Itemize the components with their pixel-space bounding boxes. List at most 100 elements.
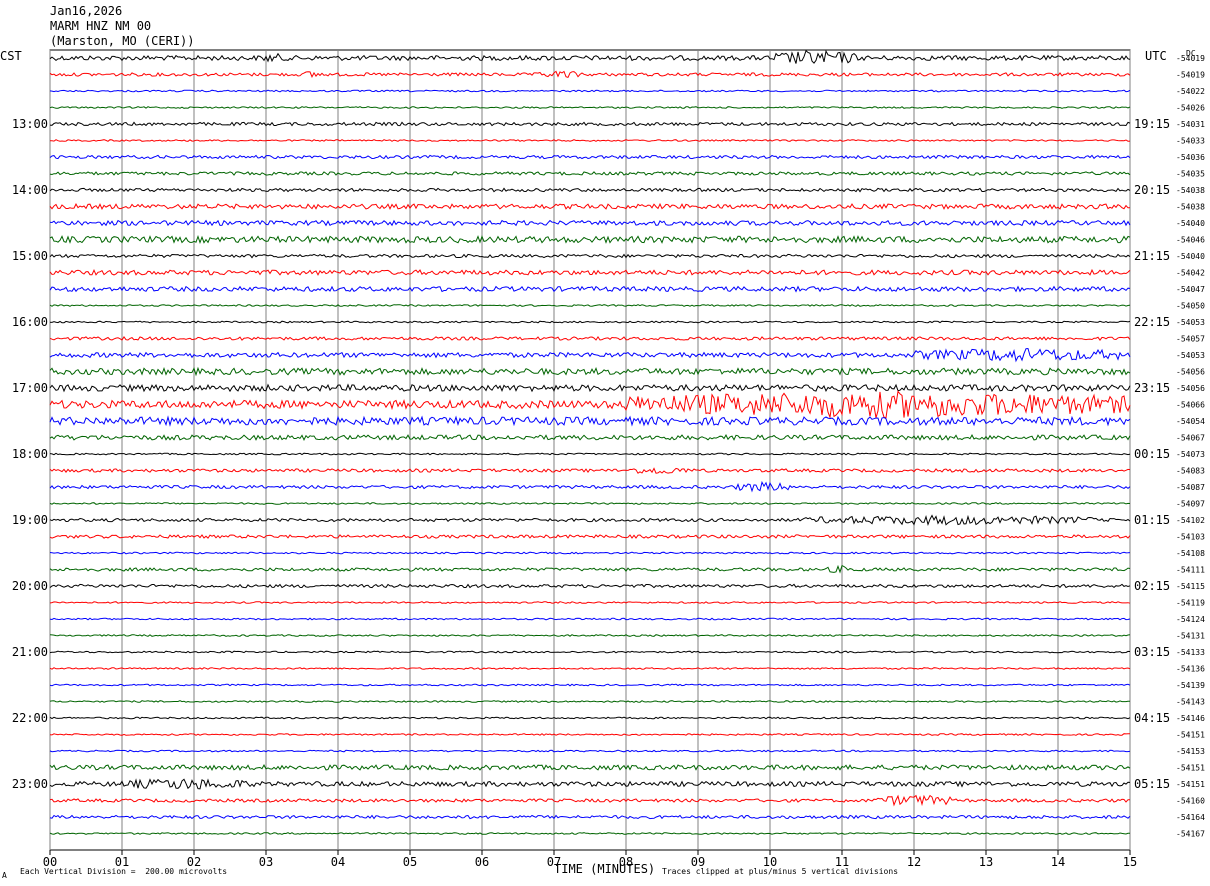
trace-line <box>49 70 1131 79</box>
x-tick-label: 01 <box>115 855 129 869</box>
left-hour-label: 17:00 <box>12 381 48 395</box>
dc-offset-label: -54108 <box>1176 549 1205 558</box>
dc-offset-label: -54040 <box>1176 252 1205 261</box>
x-tick-label: 08 <box>619 855 633 869</box>
dc-offset-label: -54056 <box>1176 368 1205 377</box>
dc-offset-label: -54133 <box>1176 648 1205 657</box>
dc-offset-label: -54083 <box>1176 467 1205 476</box>
right-hour-label: 19:15 <box>1134 117 1170 131</box>
dc-offset-label: -54046 <box>1176 236 1205 245</box>
plot-frame <box>49 49 1131 851</box>
dc-offset-label: -54050 <box>1176 302 1205 311</box>
trace-line <box>49 551 1131 555</box>
dc-offset-label: -54164 <box>1176 813 1205 822</box>
x-tick-label: 07 <box>547 855 561 869</box>
dc-offset-label: -54073 <box>1176 450 1205 459</box>
trace-line <box>49 480 1131 493</box>
seismic-traces <box>49 49 1131 835</box>
x-tick-label: 04 <box>331 855 345 869</box>
dc-offset-label: -54035 <box>1176 170 1205 179</box>
trace-line <box>49 564 1131 574</box>
trace-line <box>49 667 1131 670</box>
dc-offset-label: -54036 <box>1176 153 1205 162</box>
trace-line <box>49 452 1131 456</box>
dc-offset-label: -54139 <box>1176 681 1205 690</box>
dc-offset-label: -54056 <box>1176 384 1205 393</box>
trace-line <box>49 335 1131 341</box>
right-hour-label: 01:15 <box>1134 513 1170 527</box>
dc-offset-label: -54124 <box>1176 615 1205 624</box>
right-hour-label: 04:15 <box>1134 711 1170 725</box>
x-tick-label: 10 <box>763 855 777 869</box>
dc-offset-label: -54103 <box>1176 533 1205 542</box>
trace-line <box>49 268 1131 276</box>
dc-offset-label: -54111 <box>1176 566 1205 575</box>
dc-offset-label: -54040 <box>1176 219 1205 228</box>
dc-offset-label: -54143 <box>1176 698 1205 707</box>
right-hour-label: 00:15 <box>1134 447 1170 461</box>
trace-line <box>49 106 1131 109</box>
trace-line <box>49 154 1131 160</box>
trace-line <box>49 390 1131 420</box>
x-tick-label: 11 <box>835 855 849 869</box>
x-tick-label: 13 <box>979 855 993 869</box>
dc-offset-label: -54119 <box>1176 599 1205 608</box>
trace-line <box>49 347 1131 363</box>
trace-line <box>49 467 1131 474</box>
trace-line <box>49 366 1131 377</box>
dc-offset-label: -54022 <box>1176 87 1205 96</box>
corner-mark: A <box>2 871 7 880</box>
clip-note: Traces clipped at plus/minus 5 vertical … <box>662 867 899 876</box>
trace-line <box>49 514 1131 527</box>
dc-offset-label: -54115 <box>1176 582 1205 591</box>
trace-line <box>49 171 1131 176</box>
trace-line <box>49 434 1131 442</box>
trace-line <box>49 617 1131 621</box>
dc-offset-label: -54160 <box>1176 797 1205 806</box>
dc-offset-label: -54047 <box>1176 285 1205 294</box>
right-hour-label: 23:15 <box>1134 381 1170 395</box>
dc-offset-label: -54053 <box>1176 318 1205 327</box>
right-hour-label: 05:15 <box>1134 777 1170 791</box>
dc-offset-label: -54136 <box>1176 665 1205 674</box>
left-hour-label: 15:00 <box>12 249 48 263</box>
left-hour-label: 22:00 <box>12 711 48 725</box>
station-label: MARM HNZ NM 00 <box>50 19 152 33</box>
plot-header: Jan16,2026 MARM HNZ NM 00 (Marston, MO (… <box>50 4 195 49</box>
left-hour-label: 23:00 <box>12 777 48 791</box>
axis-labels: 00 01 02 03 04 05 06 07 08 09 10 11 12 13 14 15 -54019 -5… <box>12 54 1205 869</box>
trace-line <box>49 764 1131 772</box>
dc-offset-label: -54151 <box>1176 764 1205 773</box>
trace-line <box>49 650 1131 654</box>
x-tick-label: 14 <box>1051 855 1065 869</box>
trace-line <box>49 285 1131 293</box>
right-hour-label: 20:15 <box>1134 183 1170 197</box>
location-label: (Marston, MO (CERI)) <box>50 34 195 48</box>
dc-offset-label: -54019 <box>1176 54 1205 63</box>
dc-offset-label: -54102 <box>1176 516 1205 525</box>
x-tick-label: 06 <box>475 855 489 869</box>
dc-offset-label: -54054 <box>1176 417 1205 426</box>
dc-offset-label: -54131 <box>1176 632 1205 641</box>
trace-line <box>49 320 1131 324</box>
trace-line <box>49 733 1130 736</box>
dc-offset-label: -54066 <box>1176 401 1205 410</box>
trace-line <box>49 49 1131 64</box>
dc-offset-label: -54042 <box>1176 269 1205 278</box>
right-hour-label: 03:15 <box>1134 645 1170 659</box>
x-axis-title: TIME (MINUTES) <box>554 862 656 876</box>
date-label: Jan16,2026 <box>50 4 123 18</box>
left-hour-label: 19:00 <box>12 513 48 527</box>
left-hour-label: 20:00 <box>12 579 48 593</box>
dc-offset-label: -54057 <box>1176 335 1205 344</box>
dc-offset-label: -54153 <box>1176 747 1205 756</box>
trace-line <box>49 814 1131 820</box>
trace-line <box>49 383 1131 393</box>
x-tick-label: 12 <box>907 855 921 869</box>
dc-offset-label: -54087 <box>1176 483 1205 492</box>
trace-line <box>49 634 1131 637</box>
dc-offset-label: -54026 <box>1176 104 1205 113</box>
trace-line <box>49 304 1131 307</box>
x-tick-label: 03 <box>259 855 273 869</box>
right-hour-label: 02:15 <box>1134 579 1170 593</box>
